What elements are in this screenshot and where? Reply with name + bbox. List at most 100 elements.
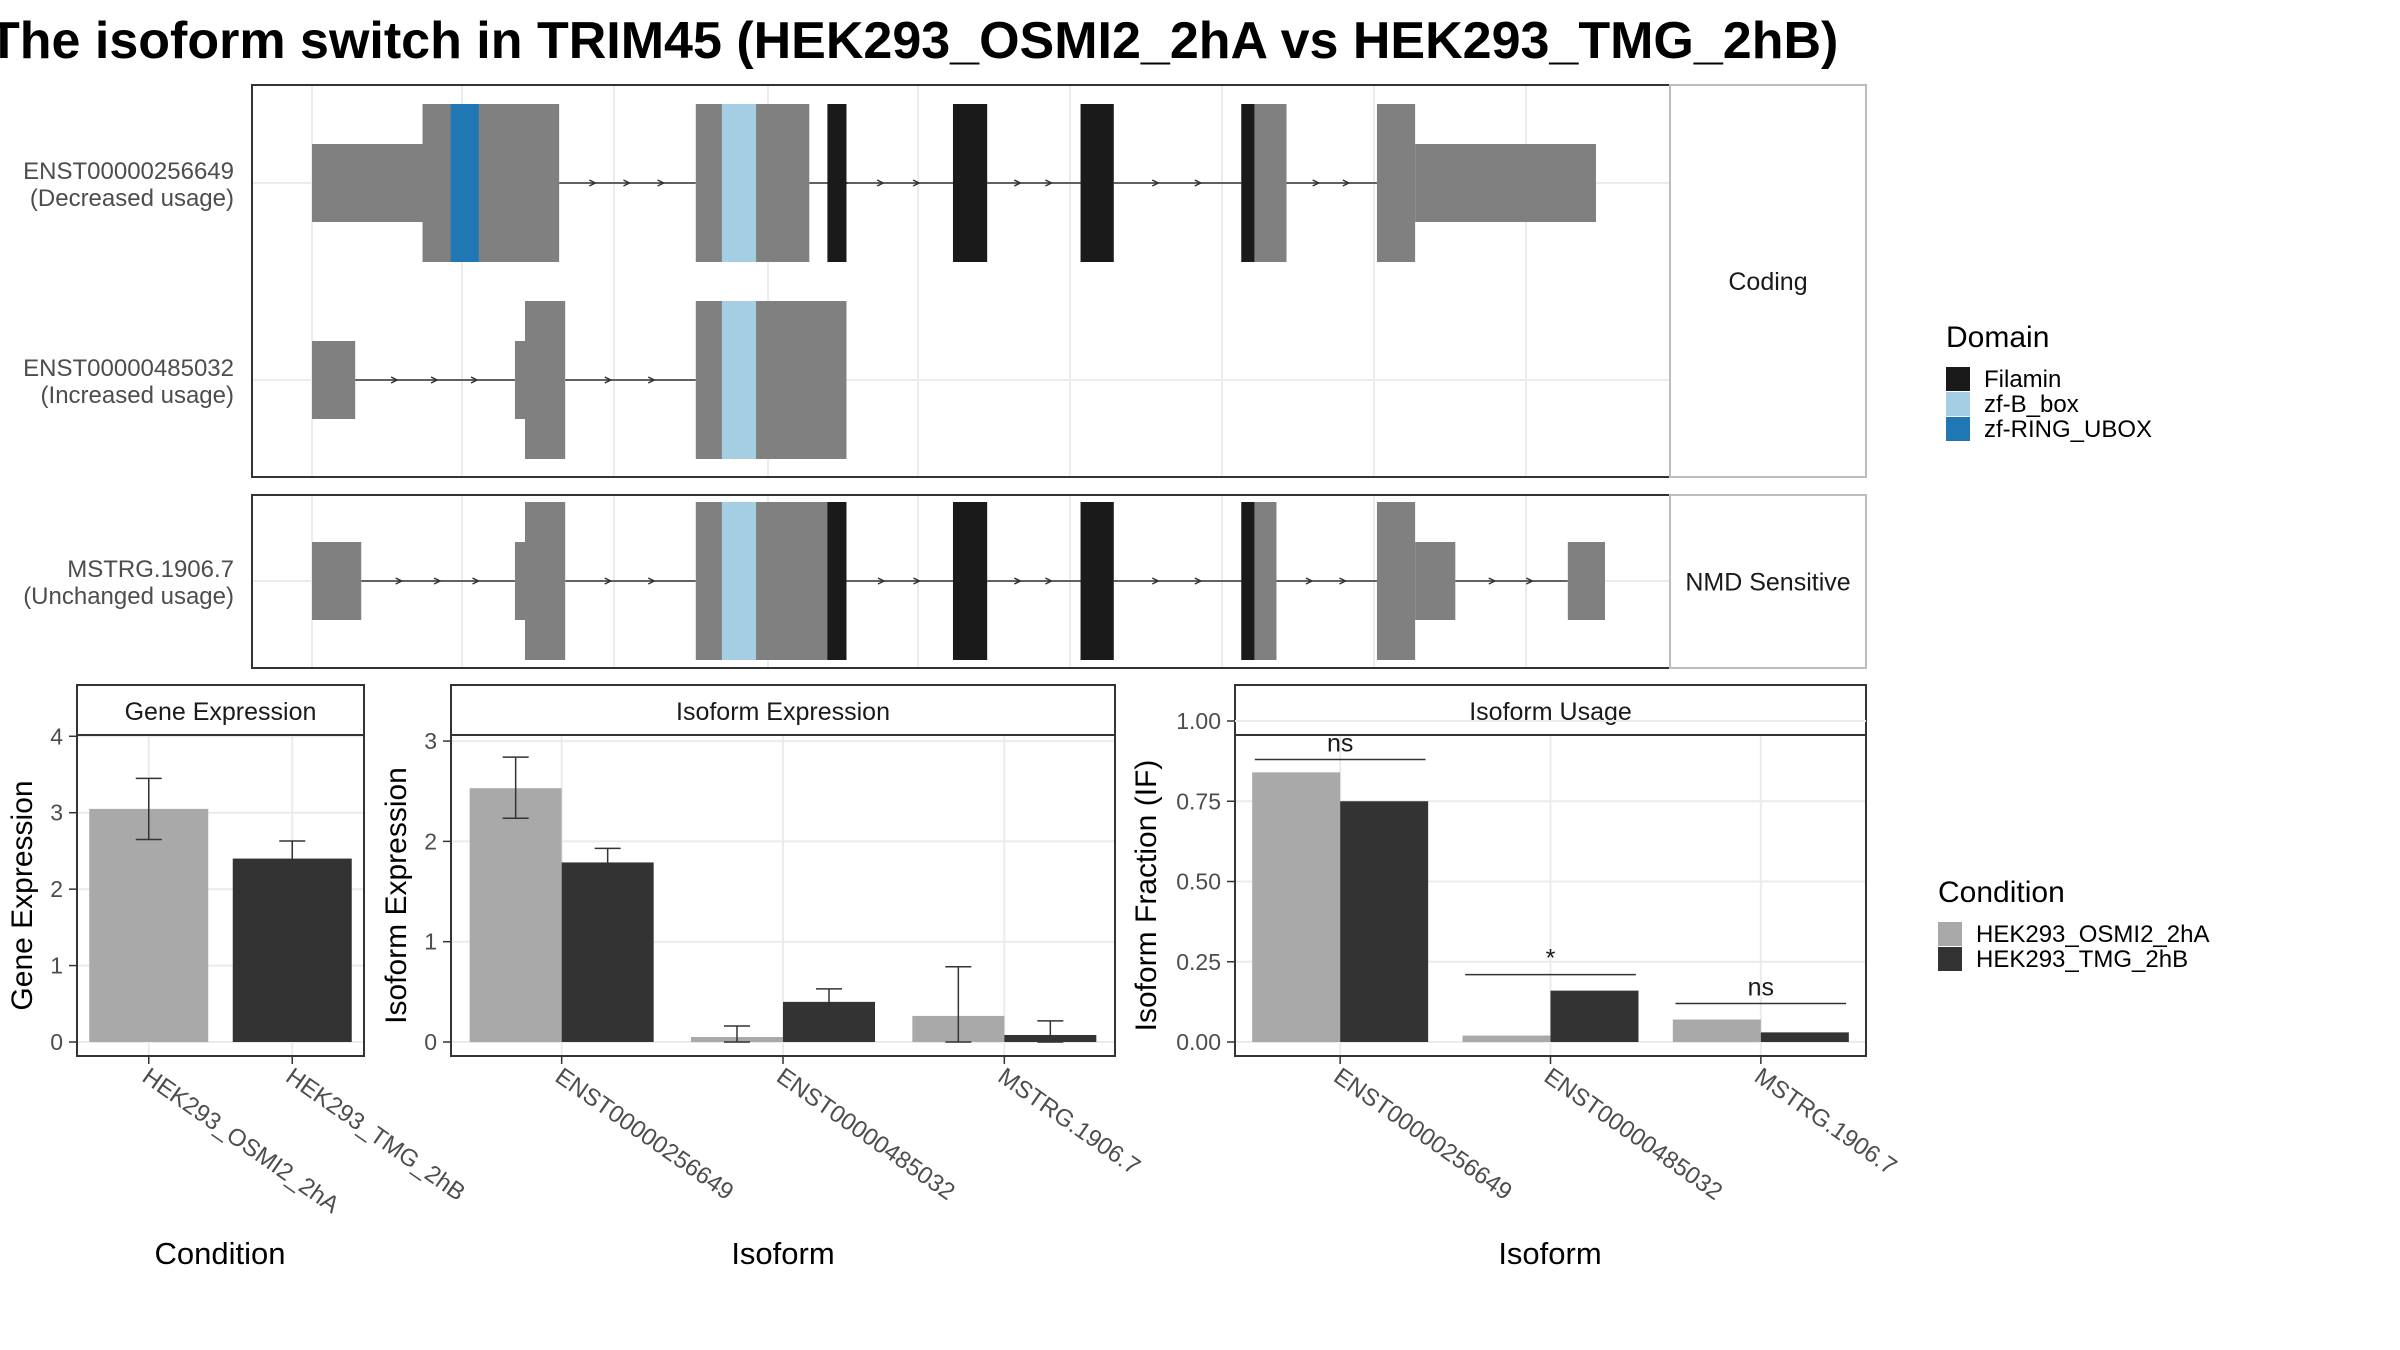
chart-panel: Isoform Expression 0 1 2 3 ENST00000256649 ENS… xyxy=(380,684,1145,1271)
significance-label: ns xyxy=(1748,973,1774,1001)
coding-exon xyxy=(524,502,566,660)
chart-title: Isoform Expression xyxy=(676,698,890,726)
chart-panel: Isoform Usagens*ns0.000.250.500.751.00EN… xyxy=(1130,684,1901,1271)
transcript-id-label: ENST00000256649 xyxy=(23,158,234,185)
transcript-row: MSTRG.1906.7(Unchanged usage) xyxy=(23,502,1605,660)
y-tick-label: 0 xyxy=(424,1029,437,1055)
x-axis-title: Isoform xyxy=(731,1236,834,1271)
protein-domain xyxy=(721,104,757,262)
transcript-id-label: MSTRG.1906.7 xyxy=(67,556,234,583)
intron-arrow xyxy=(433,577,442,585)
intron-arrow xyxy=(623,179,632,187)
legend-label: zf-RING_UBOX xyxy=(1984,416,2152,443)
y-axis-title: Isoform Expression xyxy=(380,767,413,1024)
intron-arrow xyxy=(1342,179,1351,187)
protein-domain xyxy=(827,104,847,262)
chart-panel-border xyxy=(76,734,365,1057)
y-tick-label: 0 xyxy=(50,1029,63,1055)
protein-domain xyxy=(721,502,757,660)
intron-arrow xyxy=(1312,179,1321,187)
y-tick-label: 3 xyxy=(50,800,63,826)
intron-arrow xyxy=(1045,577,1054,585)
chart-strip xyxy=(76,684,365,736)
utr-exon xyxy=(1567,542,1605,620)
coding-exon xyxy=(1376,502,1416,660)
x-tick-label: MSTRG.1906.7 xyxy=(993,1063,1145,1181)
y-tick-label: 0.00 xyxy=(1176,1029,1221,1055)
significance-label: * xyxy=(1546,945,1556,973)
x-axis-title: Condition xyxy=(155,1236,286,1271)
intron-arrow xyxy=(1488,577,1497,585)
y-tick-label: 3 xyxy=(424,728,437,754)
utr-exon xyxy=(312,542,362,620)
utr-exon xyxy=(1415,144,1596,222)
coding-exon xyxy=(695,502,847,660)
protein-domain xyxy=(1241,104,1255,262)
utr-exon xyxy=(312,144,423,222)
x-tick-label: ENST00000485032 xyxy=(1539,1063,1727,1206)
bar xyxy=(1462,1035,1551,1042)
intron-arrow xyxy=(472,577,481,585)
facet-strip xyxy=(1669,84,1867,478)
y-tick-label: 2 xyxy=(424,828,437,854)
intron-arrow xyxy=(647,376,656,384)
coding-exon xyxy=(422,104,560,262)
utr-exon xyxy=(1415,542,1456,620)
bar xyxy=(1550,990,1639,1042)
protein-domain xyxy=(1080,502,1114,660)
legend-swatch xyxy=(1946,367,1970,391)
condition-legend-title: Condition xyxy=(1938,876,2065,909)
x-tick-label: MSTRG.1906.7 xyxy=(1749,1063,1901,1181)
intron-arrow xyxy=(1013,577,1022,585)
y-tick-label: 1 xyxy=(50,953,63,979)
intron-arrow xyxy=(1151,577,1160,585)
intron-arrow xyxy=(1013,179,1022,187)
intron-arrow xyxy=(1151,179,1160,187)
structure-facet: NMD Sensitive MSTRG.1906.7(Unchanged usag… xyxy=(23,494,1867,669)
protein-domain xyxy=(450,104,479,262)
utr-exon xyxy=(514,341,525,419)
transcript-row: ENST00000485032(Increased usage) xyxy=(23,301,847,459)
y-tick-label: 4 xyxy=(50,723,63,749)
figure-title: The isoform switch in TRIM45 (HEK293_OSM… xyxy=(0,12,1838,70)
bar xyxy=(1672,1019,1761,1042)
x-tick-label: ENST00000485032 xyxy=(772,1063,960,1206)
transcript-usage-label: (Unchanged usage) xyxy=(23,583,234,610)
transcript-usage-label: (Increased usage) xyxy=(41,382,234,409)
intron-arrow xyxy=(1045,179,1054,187)
intron-arrow xyxy=(604,376,613,384)
chart-strip xyxy=(1234,684,1867,736)
intron-arrow xyxy=(1339,577,1348,585)
legend-label: HEK293_OSMI2_2hA xyxy=(1976,921,2209,948)
y-tick-label: 1 xyxy=(424,929,437,955)
legend-swatch xyxy=(1938,922,1962,946)
transcript-structure-panel: Coding ENST00000256649(Decreased usage) EN… xyxy=(23,84,1867,669)
intron-arrow xyxy=(647,577,656,585)
legend-label: HEK293_TMG_2hB xyxy=(1976,946,2188,973)
intron-arrow xyxy=(1525,577,1534,585)
intron-arrow xyxy=(913,577,922,585)
transcript-usage-label: (Decreased usage) xyxy=(30,185,234,212)
y-tick-label: 0.25 xyxy=(1176,949,1221,975)
bar xyxy=(561,862,654,1042)
intron-arrow xyxy=(588,179,597,187)
legend-label: zf-B_box xyxy=(1984,391,2079,418)
protein-domain xyxy=(721,301,757,459)
facet-strip-label: Coding xyxy=(1728,268,1807,296)
intron-arrow xyxy=(395,577,404,585)
chart-panel: Gene Expression01234HEK293_OSMI2_2hAHEK2… xyxy=(6,684,470,1271)
y-axis-title: Gene Expression xyxy=(6,780,39,1010)
bar xyxy=(89,808,209,1042)
intron-arrow xyxy=(1305,577,1314,585)
coding-exon xyxy=(524,301,566,459)
protein-domain xyxy=(1080,104,1114,262)
intron-arrow xyxy=(390,376,399,384)
legend-swatch xyxy=(1938,947,1962,971)
protein-domain xyxy=(952,502,988,660)
bar xyxy=(1760,1032,1849,1042)
intron-arrow xyxy=(430,376,439,384)
bar xyxy=(1252,772,1341,1042)
x-tick-label: ENST00000256649 xyxy=(1329,1063,1517,1206)
